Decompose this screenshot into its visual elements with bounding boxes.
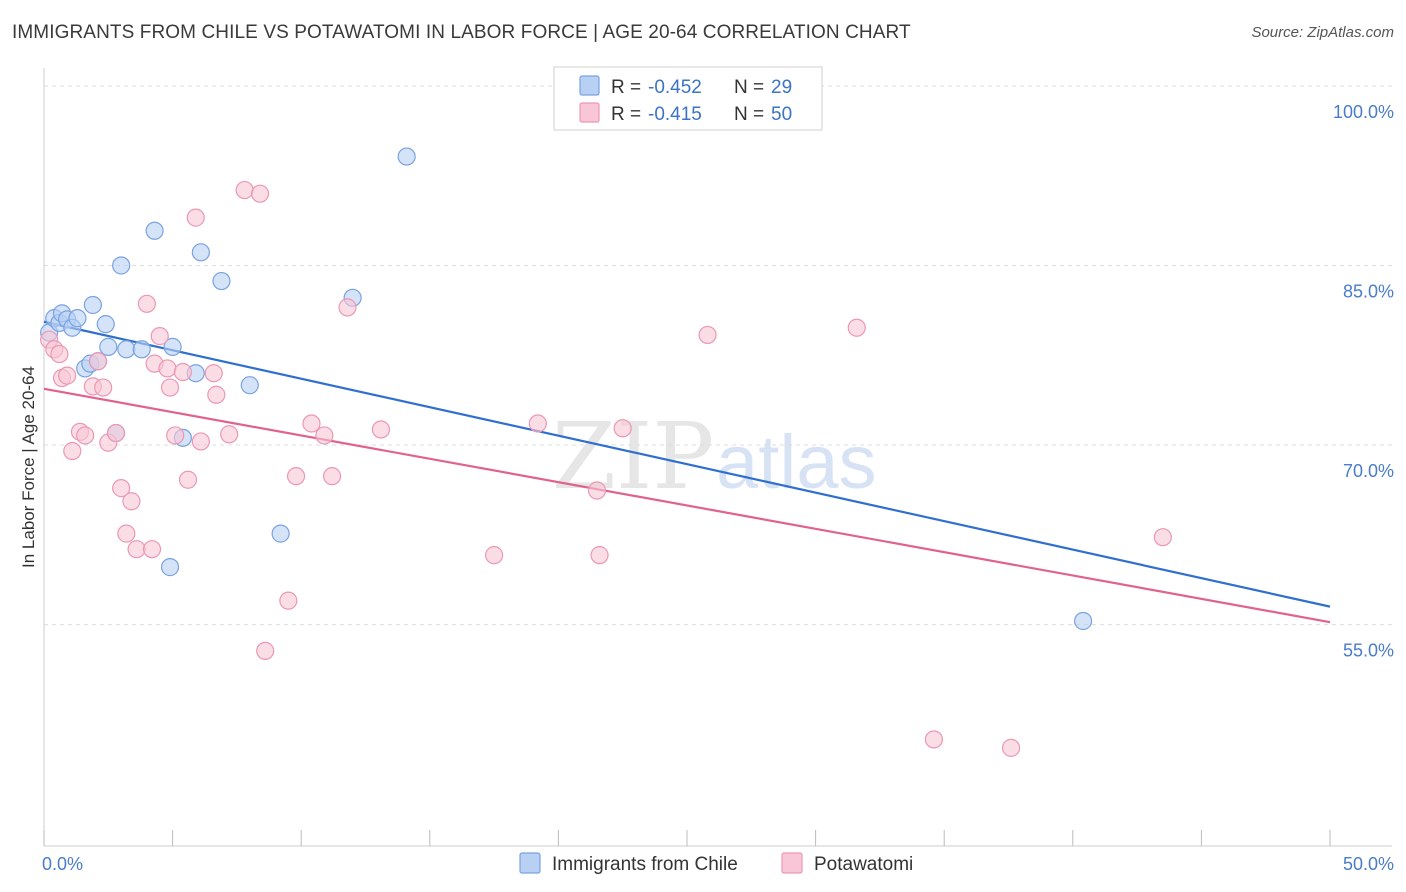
point-potawatomi [847, 318, 866, 337]
correlation-legend: R = -0.452 N = 29 R = -0.415 N = 50 [553, 66, 823, 131]
grid-lines: 55.0% 70.0% 85.0% 100.0% [44, 85, 1394, 661]
point-potawatomi [235, 180, 254, 200]
point-chile [212, 271, 231, 291]
watermark-zip: ZIP [552, 403, 714, 510]
point-potawatomi [63, 441, 82, 461]
series-label-chile: Immigrants from Chile [552, 854, 738, 875]
point-chile [117, 340, 136, 359]
point-potawatomi [371, 420, 391, 439]
y-axis-label: In Labor Force | Age 20-64 [19, 366, 38, 568]
point-chile [160, 558, 180, 577]
point-potawatomi [58, 366, 77, 385]
point-potawatomi [106, 423, 126, 443]
point-chile [83, 295, 102, 315]
point-potawatomi [166, 426, 185, 445]
point-potawatomi [122, 492, 141, 511]
point-potawatomi [178, 470, 198, 489]
point-chile [132, 340, 151, 359]
point-potawatomi [613, 419, 632, 438]
point-potawatomi [528, 414, 547, 433]
legend-n-value-chile: 29 [771, 77, 792, 98]
series-label-potawatomi: Potawatomi [814, 854, 913, 875]
point-potawatomi [88, 352, 108, 371]
point-chile [112, 256, 131, 275]
point-potawatomi [191, 432, 210, 451]
point-potawatomi [137, 294, 156, 313]
legend-swatch-potawatomi [579, 102, 600, 123]
point-potawatomi [173, 362, 192, 382]
point-chile [163, 337, 182, 356]
point-potawatomi [50, 344, 69, 364]
point-chile [145, 221, 164, 240]
point-potawatomi [158, 359, 177, 378]
chart-title: IMMIGRANTS FROM CHILE VS POTAWATOMI IN L… [12, 22, 911, 43]
point-chile [191, 243, 210, 262]
axes: 0.0% 50.0% [42, 68, 1394, 874]
y-tick-label: 100.0% [1333, 102, 1394, 122]
point-potawatomi [485, 546, 504, 565]
point-potawatomi [76, 426, 95, 445]
trend-line-chile [43, 320, 1331, 608]
point-potawatomi [160, 378, 180, 397]
point-potawatomi [315, 426, 334, 445]
point-chile [96, 315, 115, 334]
point-potawatomi [220, 425, 239, 444]
point-potawatomi [338, 298, 357, 317]
point-potawatomi [127, 540, 146, 559]
legend-r-value-potawatomi: -0.415 [648, 104, 702, 125]
point-chile [99, 337, 118, 356]
legend-r-label-chile: R = [611, 77, 641, 98]
point-potawatomi [207, 385, 226, 404]
point-chile [271, 524, 290, 543]
point-potawatomi [204, 364, 223, 383]
point-potawatomi [1001, 738, 1021, 757]
data-points [40, 147, 1172, 757]
point-potawatomi [698, 325, 717, 345]
legend-r-label-potawatomi: R = [611, 104, 641, 125]
series-legend: Immigrants from Chile Potawatomi [519, 852, 913, 875]
point-potawatomi [94, 378, 113, 397]
point-potawatomi [256, 641, 275, 661]
trend-lines [43, 320, 1331, 624]
legend-n-label-potawatomi: N = [734, 104, 764, 125]
point-potawatomi [322, 467, 342, 486]
legend-r-value-chile: -0.452 [648, 77, 702, 98]
point-potawatomi [587, 481, 607, 500]
x-tick-label-min: 0.0% [42, 854, 83, 874]
legend-n-value-potawatomi: 50 [771, 104, 792, 125]
y-tick-label: 85.0% [1343, 281, 1394, 301]
point-chile [397, 147, 416, 166]
point-potawatomi [1153, 528, 1172, 547]
point-chile [240, 376, 259, 395]
point-potawatomi [142, 540, 162, 559]
point-potawatomi [117, 524, 136, 543]
point-potawatomi [302, 414, 321, 433]
point-potawatomi [112, 479, 131, 498]
point-potawatomi [279, 591, 298, 610]
point-potawatomi [924, 730, 944, 749]
watermark-atlas: atlas [716, 420, 877, 505]
series-swatch-potawatomi [781, 852, 803, 874]
series-swatch-chile [519, 852, 541, 874]
point-potawatomi [590, 546, 609, 565]
source-credit: Source: ZipAtlas.com [1251, 24, 1394, 41]
point-chile [68, 309, 87, 328]
point-potawatomi [286, 467, 306, 486]
y-tick-label: 70.0% [1343, 461, 1394, 481]
y-tick-label: 55.0% [1343, 641, 1394, 661]
legend-n-label-chile: N = [734, 77, 764, 98]
legend-swatch-chile [579, 75, 600, 96]
trend-line-potawatomi [43, 387, 1331, 624]
point-potawatomi [186, 208, 205, 227]
point-chile [1073, 611, 1093, 631]
point-potawatomi [150, 327, 169, 346]
point-potawatomi [250, 184, 270, 203]
x-tick-label-max: 50.0% [1343, 854, 1394, 874]
